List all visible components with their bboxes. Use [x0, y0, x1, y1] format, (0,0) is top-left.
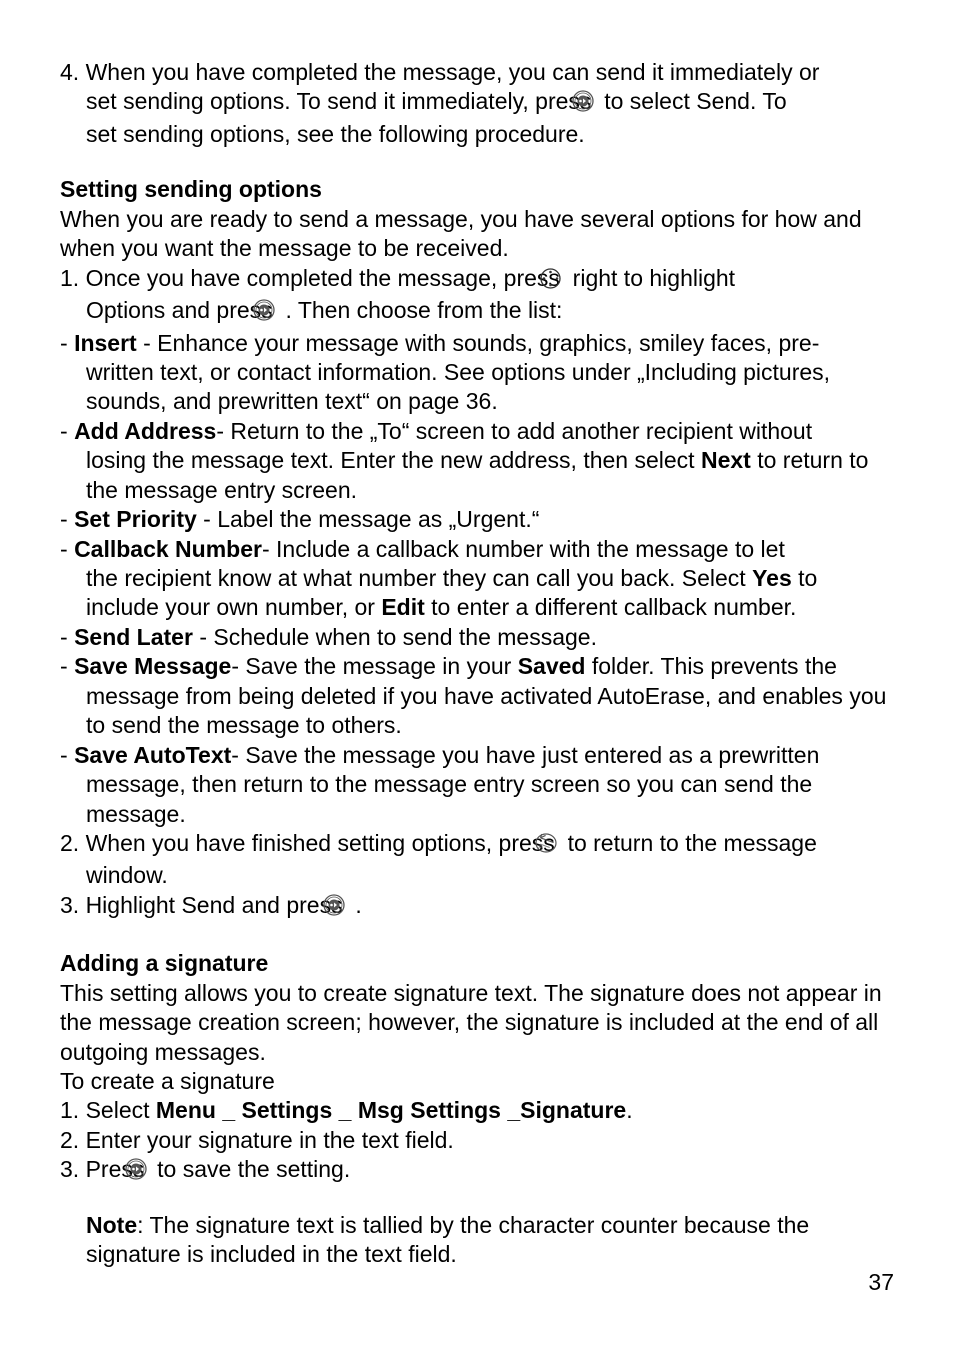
text: _ [216, 1097, 242, 1123]
text: message from being deleted if you have a… [86, 683, 886, 738]
body-paragraph: 4. When you have completed the message, … [60, 58, 894, 149]
list-item: 1. Once you have completed the message, … [60, 264, 894, 329]
list-item: - Set Priority - Label the message as „U… [60, 505, 894, 534]
text: Options and press [86, 297, 279, 323]
text: set sending options. To send it immediat… [86, 88, 598, 114]
label-next: Next [701, 447, 751, 473]
list-item: - Send Later - Schedule when to send the… [60, 623, 894, 652]
label-saved: Saved [518, 653, 586, 679]
text: to return to the message [561, 830, 817, 856]
heading-setting-sending-options: Setting sending options [60, 175, 894, 204]
text: . Then choose from the list: [279, 297, 562, 323]
text: - [60, 624, 74, 650]
list-item: 3. Highlight Send and press . [60, 891, 894, 923]
option-save-autotext: Save AutoText [74, 742, 231, 768]
text: message, then return to the message entr… [86, 771, 812, 826]
list-item: - Save Message- Save the message in your… [60, 652, 894, 740]
body-paragraph: To create a signature [60, 1067, 894, 1096]
text: written text, or contact information. Se… [86, 359, 830, 414]
text: - [60, 506, 74, 532]
body-paragraph: This setting allows you to create signat… [60, 979, 894, 1067]
option-callback-number: Callback Number [74, 536, 262, 562]
text: - [60, 536, 74, 562]
option-save-message: Save Message [74, 653, 231, 679]
text: - Include a callback number with the mes… [262, 536, 785, 562]
text: - [60, 653, 74, 679]
text: - Return to the „To“ screen to add anoth… [216, 418, 812, 444]
text: 4. When you have completed the message, … [60, 59, 819, 85]
text: - Label the message as „Urgent.“ [197, 506, 540, 532]
text: 1. Once you have completed the message, … [60, 265, 566, 291]
menu-path-menu: Menu [156, 1097, 216, 1123]
text: set sending options, see the following p… [86, 121, 585, 147]
menu-path-msg-settings: Msg Settings [358, 1097, 501, 1123]
menu-path-settings: Settings [242, 1097, 333, 1123]
text: . [626, 1097, 632, 1123]
list-item: 2. Enter your signature in the text fiel… [60, 1126, 894, 1155]
text: window. [86, 862, 168, 888]
text: the recipient know at what number they c… [86, 565, 752, 591]
text: _ [332, 1097, 358, 1123]
body-paragraph: When you are ready to send a message, yo… [60, 205, 894, 264]
text: - [60, 418, 74, 444]
text: to select Send. To [598, 88, 787, 114]
list-item: 3. Press to save the setting. [60, 1155, 894, 1187]
option-set-priority: Set Priority [74, 506, 197, 532]
option-add-address: Add Address [74, 418, 216, 444]
text: - [60, 742, 74, 768]
list-item: - Callback Number- Include a callback nu… [60, 535, 894, 623]
text: right to highlight [566, 265, 735, 291]
text: 2. When you have finished setting option… [60, 830, 561, 856]
text: to enter a different callback number. [425, 594, 797, 620]
text: 3. Highlight Send and press [60, 892, 349, 918]
text: 1. Select [60, 1097, 156, 1123]
page: 4. When you have completed the message, … [0, 0, 954, 1345]
label-yes: Yes [752, 565, 792, 591]
text: : The signature text is tallied by the c… [86, 1212, 809, 1267]
text: - [60, 330, 74, 356]
option-insert: Insert [74, 330, 137, 356]
list-item: - Save AutoText- Save the message you ha… [60, 741, 894, 829]
text: . [349, 892, 362, 918]
text: - Enhance your message with sounds, grap… [137, 330, 820, 356]
option-send-later: Send Later [74, 624, 193, 650]
list-item: 2. When you have finished setting option… [60, 829, 894, 891]
list-item: 1. Select Menu _ Settings _ Msg Settings… [60, 1096, 894, 1125]
heading-adding-signature: Adding a signature [60, 949, 894, 978]
text: _ [501, 1097, 520, 1123]
list-item: - Add Address- Return to the „To“ screen… [60, 417, 894, 505]
list-item: - Insert - Enhance your message with sou… [60, 329, 894, 417]
text: - Schedule when to send the message. [193, 624, 597, 650]
note-label: Note [86, 1212, 137, 1238]
page-number: 37 [868, 1268, 894, 1297]
note-paragraph: Note: The signature text is tallied by t… [60, 1211, 894, 1270]
text: losing the message text. Enter the new a… [86, 447, 701, 473]
text: folder. This prevents the [585, 653, 836, 679]
text: - Save the message you have just entered… [231, 742, 819, 768]
text: to save the setting. [151, 1156, 350, 1182]
menu-path-signature: Signature [520, 1097, 626, 1123]
text: - Save the message in your [231, 653, 517, 679]
label-edit: Edit [381, 594, 424, 620]
